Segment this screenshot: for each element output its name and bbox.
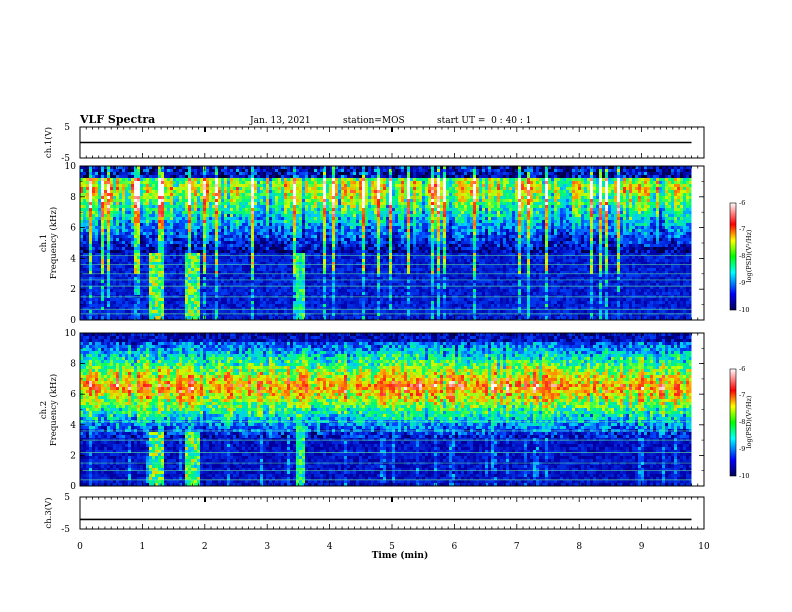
ch2-colorbar: [730, 369, 736, 476]
x-tick-label: 2: [202, 542, 208, 552]
y-tick-label: 2: [70, 285, 76, 295]
ch2-colorbar-label: log(PSD)(V²/Hz): [745, 395, 753, 448]
header-date: Jan. 13, 2021: [249, 116, 311, 126]
ch2-colorbar-tick: -6: [739, 365, 745, 373]
x-tick-label: 9: [639, 542, 645, 552]
header-start-time: start UT = 0 : 40 : 1: [437, 116, 532, 126]
ch2-spectrogram-ytick-labels: 0 2 4 6 8 10: [65, 329, 77, 492]
ch1-waveform-ylabel: ch.1(V): [43, 127, 54, 158]
x-tick-label: 10: [698, 542, 710, 552]
y-tick-label: 0: [70, 482, 76, 492]
ch1-waveform-panel: 5 -5 ch.1(V): [43, 123, 704, 164]
x-tick-label: 8: [576, 542, 582, 552]
ch1-colorbar-tick: -10: [739, 306, 749, 314]
ch1-spectrogram-ylabel: Frequency (kHz): [48, 207, 59, 279]
x-tick-label: 1: [140, 542, 146, 552]
header-station: station=MOS: [343, 116, 405, 126]
ch1-colorbar-label: log(PSD)(V²/Hz): [745, 229, 753, 282]
ch1-ytick-top: 5: [64, 123, 70, 133]
y-tick-label: 8: [70, 193, 76, 203]
ch2-spectrogram-ylabel: Frequency (kHz): [48, 374, 59, 446]
ch1-spectrogram-image: [80, 166, 692, 320]
x-tick-label: 7: [514, 542, 520, 552]
x-tick-label: 0: [77, 542, 83, 552]
y-tick-label: 2: [70, 451, 76, 461]
ch3-waveform-panel: 5 -5 ch.3(V): [43, 493, 704, 535]
ch2-colorbar-tick: -10: [739, 472, 749, 480]
ch3-ytick-top: 5: [64, 493, 70, 503]
ch1-colorbar: [730, 203, 736, 310]
vlf-spectra-figure: VLF Spectra Jan. 13, 2021 station=MOS st…: [0, 0, 792, 612]
x-axis-label: Time (min): [372, 550, 429, 561]
x-tick-label: 3: [264, 542, 270, 552]
y-tick-label: 0: [70, 316, 76, 326]
y-tick-label: 6: [70, 224, 76, 234]
ch3-ytick-bottom: -5: [61, 525, 70, 535]
ch1-spectrogram-ytick-labels: 0 2 4 6 8 10: [65, 162, 77, 326]
ch3-waveform-ylabel: ch.3(V): [43, 497, 54, 528]
y-tick-label: 8: [70, 360, 76, 370]
y-tick-label: 10: [65, 329, 77, 339]
y-tick-label: 6: [70, 390, 76, 400]
x-tick-label: 4: [327, 542, 333, 552]
header: VLF Spectra Jan. 13, 2021 station=MOS st…: [79, 113, 532, 126]
ch2-spectrogram-image: [80, 333, 692, 486]
ch1-spectrogram-ylabel-channel: ch.1: [39, 234, 49, 252]
y-tick-label: 10: [65, 162, 77, 172]
y-tick-label: 4: [70, 254, 76, 264]
ch2-spectrogram-ylabel-channel: ch.2: [39, 401, 49, 419]
y-tick-label: 4: [70, 421, 76, 431]
ch1-colorbar-tick: -6: [739, 199, 745, 207]
x-tick-label: 6: [452, 542, 458, 552]
figure-title: VLF Spectra: [79, 113, 155, 126]
